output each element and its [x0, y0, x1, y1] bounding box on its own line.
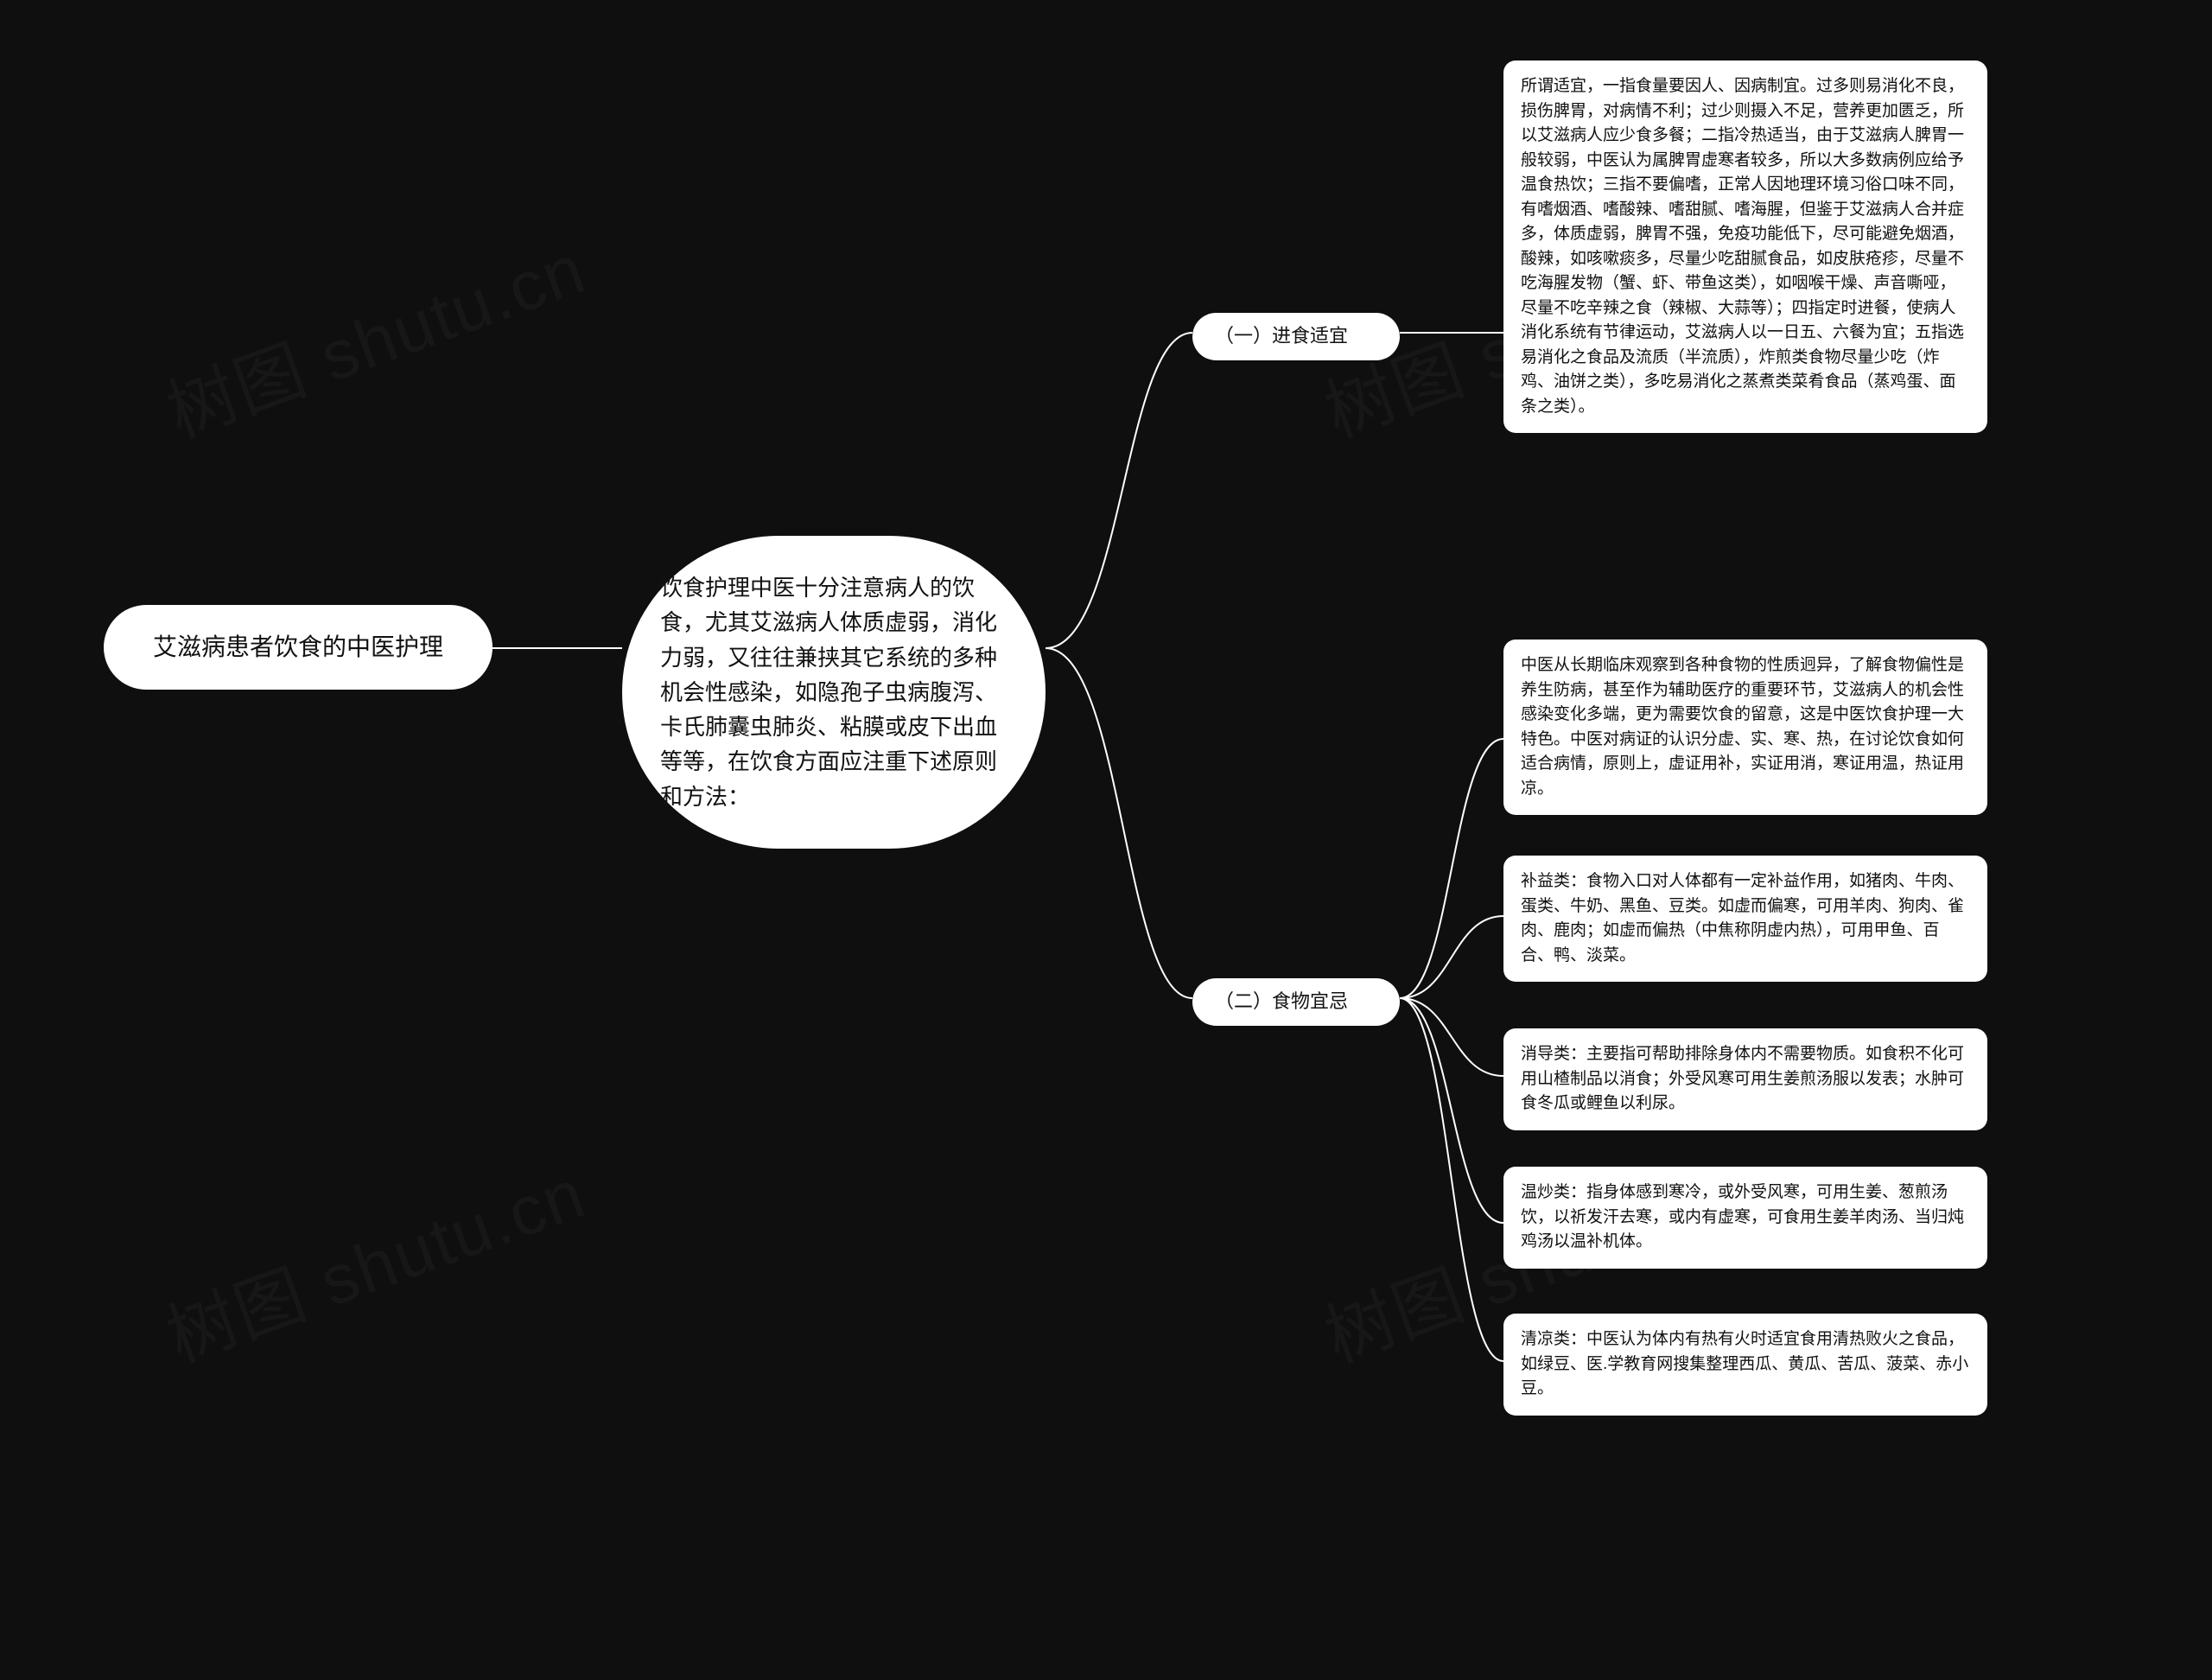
- leaf-text: 所谓适宜，一指食量要因人、因病制宜。过多则易消化不良，损伤脾胃，对病情不利；过少…: [1521, 77, 1964, 416]
- watermark: 树图 shutu.cn: [151, 213, 597, 457]
- leaf-node: 温炒类：指身体感到寒冷，或外受风寒，可用生姜、葱煎汤饮，以祈发汗去寒，或内有虚寒…: [1503, 1167, 1987, 1269]
- leaf-node: 中医从长期临床观察到各种食物的性质迥异，了解食物偏性是养生防病，甚至作为辅助医疗…: [1503, 640, 1987, 815]
- intro-node: 饮食护理中医十分注意病人的饮食，尤其艾滋病人体质虚弱，消化力弱，又往往兼挟其它系…: [622, 536, 1046, 849]
- section-label: （二）食物宜忌: [1215, 990, 1348, 1012]
- leaf-node: 清凉类：中医认为体内有热有火时适宜食用清热败火之食品，如绿豆、医.学教育网搜集整…: [1503, 1314, 1987, 1416]
- leaf-text: 温炒类：指身体感到寒冷，或外受风寒，可用生姜、葱煎汤饮，以祈发汗去寒，或内有虚寒…: [1521, 1183, 1964, 1250]
- watermark: 树图 shutu.cn: [151, 1138, 597, 1382]
- intro-text: 饮食护理中医十分注意病人的饮食，尤其艾滋病人体质虚弱，消化力弱，又往往兼挟其它系…: [660, 575, 997, 810]
- leaf-node: 消导类：主要指可帮助排除身体内不需要物质。如食积不化可用山楂制品以消食；外受风寒…: [1503, 1028, 1987, 1130]
- leaf-node: 所谓适宜，一指食量要因人、因病制宜。过多则易消化不良，损伤脾胃，对病情不利；过少…: [1503, 60, 1987, 433]
- root-text: 艾滋病患者饮食的中医护理: [153, 633, 443, 660]
- leaf-text: 消导类：主要指可帮助排除身体内不需要物质。如食积不化可用山楂制品以消食；外受风寒…: [1521, 1045, 1964, 1112]
- root-node: 艾滋病患者饮食的中医护理: [104, 605, 493, 690]
- leaf-node: 补益类：食物入口对人体都有一定补益作用，如猪肉、牛肉、蛋类、牛奶、黑鱼、豆类。如…: [1503, 856, 1987, 982]
- leaf-text: 中医从长期临床观察到各种食物的性质迥异，了解食物偏性是养生防病，甚至作为辅助医疗…: [1521, 656, 1964, 798]
- leaf-text: 清凉类：中医认为体内有热有火时适宜食用清热败火之食品，如绿豆、医.学教育网搜集整…: [1521, 1330, 1968, 1397]
- section-label: （一）进食适宜: [1215, 325, 1348, 347]
- section-node-1: （一）进食适宜: [1192, 313, 1400, 360]
- section-node-2: （二）食物宜忌: [1192, 978, 1400, 1026]
- leaf-text: 补益类：食物入口对人体都有一定补益作用，如猪肉、牛肉、蛋类、牛奶、黑鱼、豆类。如…: [1521, 872, 1964, 964]
